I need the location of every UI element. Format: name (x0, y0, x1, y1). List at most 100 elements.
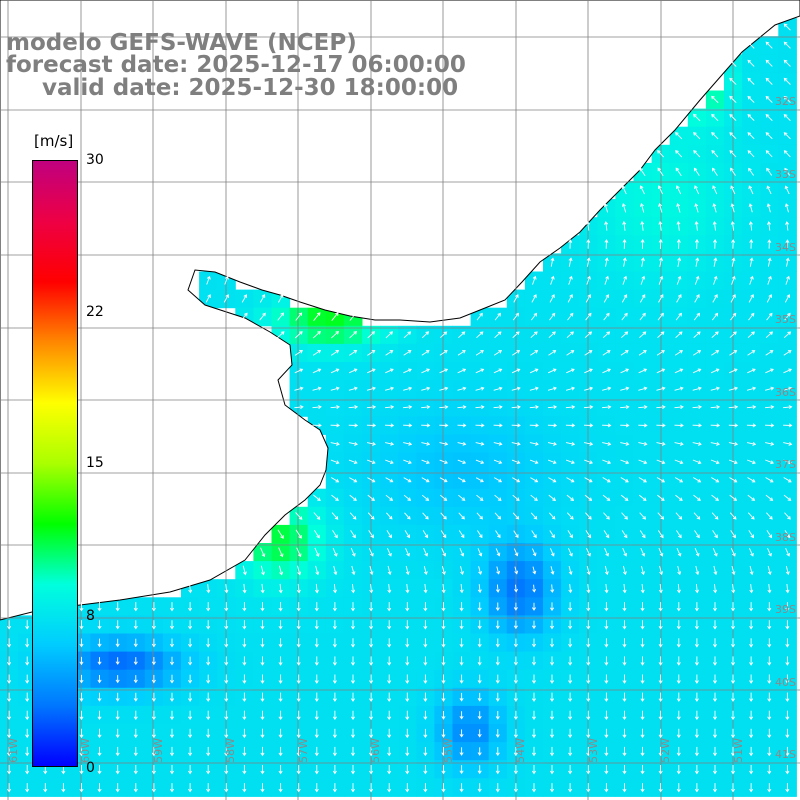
wind-arrow (548, 331, 556, 339)
lat-label-36s: 36S (775, 386, 796, 399)
wind-arrow (604, 783, 609, 793)
wind-arrow (676, 202, 681, 213)
wind-arrow (711, 149, 719, 158)
wind-arrow (512, 512, 520, 520)
wind-arrow (729, 331, 737, 339)
wind-arrow (332, 728, 337, 739)
wind-arrow (568, 638, 573, 648)
wind-arrow (25, 728, 30, 739)
wind-arrow (421, 441, 431, 446)
wind-arrow (747, 150, 755, 158)
wind-arrow (695, 565, 700, 576)
wind-arrow (495, 674, 500, 684)
wind-arrow (512, 331, 520, 339)
wind-arrow (658, 710, 663, 721)
wind-arrow (656, 350, 665, 356)
wind-arrow (350, 656, 355, 666)
wind-arrow (639, 331, 647, 339)
wind-arrow (512, 312, 520, 321)
wind-arrow (493, 459, 503, 465)
wind-arrow (747, 59, 755, 67)
wind-arrow (278, 638, 283, 648)
wind-arrow (675, 512, 683, 520)
wind-arrow (603, 530, 610, 539)
wind-arrow (477, 729, 482, 738)
wind-arrow (278, 783, 283, 793)
wind-arrow (314, 674, 319, 684)
wind-arrow (25, 656, 30, 666)
wind-arrow (25, 765, 30, 775)
wind-arrow (242, 565, 247, 576)
wind-arrow (746, 405, 757, 410)
wind-arrow (151, 620, 156, 630)
wind-arrow (638, 386, 648, 391)
wind-arrow (765, 150, 773, 158)
wind-arrow (749, 583, 754, 594)
wind-arrow (692, 459, 702, 465)
wind-arrow (188, 583, 193, 594)
wind-arrow (295, 512, 303, 520)
wind-arrow (97, 746, 102, 757)
wind-arrow (767, 548, 772, 557)
wind-arrow (584, 386, 594, 391)
wind-arrow (188, 656, 193, 666)
wind-arrow (712, 221, 717, 231)
wind-arrow (656, 441, 666, 446)
wind-arrow (476, 494, 484, 501)
lat-label-34s: 34S (775, 241, 796, 254)
wind-arrow (495, 729, 500, 738)
wind-arrow (710, 441, 720, 446)
wind-arrow (640, 602, 645, 612)
wind-arrow (693, 167, 700, 176)
wind-arrow (785, 239, 790, 249)
wind-arrow (459, 729, 464, 738)
lon-label-59w: 59W (152, 738, 165, 763)
wind-arrow (785, 602, 790, 612)
wind-arrow (405, 656, 410, 666)
wind-arrow (783, 350, 792, 356)
wind-arrow (332, 547, 338, 557)
wind-arrow (694, 765, 699, 775)
wind-arrow (423, 638, 428, 648)
wind-arrow (531, 674, 536, 684)
wind-arrow (457, 459, 467, 465)
wind-arrow (749, 783, 754, 793)
wind-arrow (133, 746, 138, 757)
wind-arrow (457, 477, 466, 483)
wind-arrow (638, 350, 647, 356)
wind-arrow (729, 350, 738, 356)
wind-arrow (692, 386, 702, 391)
wind-arrow (622, 602, 627, 612)
wind-arrow (457, 386, 467, 391)
wind-arrow (785, 746, 790, 757)
wind-arrow (640, 746, 645, 757)
wind-arrow (206, 728, 211, 739)
wind-arrow (260, 746, 265, 757)
wind-arrow (349, 331, 358, 339)
wind-arrow (350, 638, 355, 648)
wind-arrow (712, 203, 717, 213)
wind-arrow (658, 674, 663, 684)
wind-arrow (475, 350, 484, 356)
wind-arrow (242, 583, 247, 594)
wind-arrow (79, 602, 84, 612)
wind-arrow (330, 405, 340, 410)
wind-arrow (349, 477, 358, 483)
wind-arrow (79, 710, 84, 721)
wind-arrow (730, 221, 735, 231)
wind-arrow (386, 548, 392, 557)
wind-arrow (439, 350, 448, 356)
wind-arrow (586, 565, 591, 576)
wind-arrow (387, 692, 392, 702)
wind-arrow (712, 656, 717, 666)
wind-arrow (403, 477, 412, 483)
wind-arrow (567, 530, 573, 539)
wind-arrow (348, 441, 358, 446)
wind-arrow (640, 728, 645, 739)
wind-arrow (620, 368, 630, 374)
wind-arrow (603, 294, 610, 303)
wind-arrow (658, 692, 663, 702)
wind-arrow (568, 674, 573, 684)
wind-arrow (79, 656, 84, 666)
